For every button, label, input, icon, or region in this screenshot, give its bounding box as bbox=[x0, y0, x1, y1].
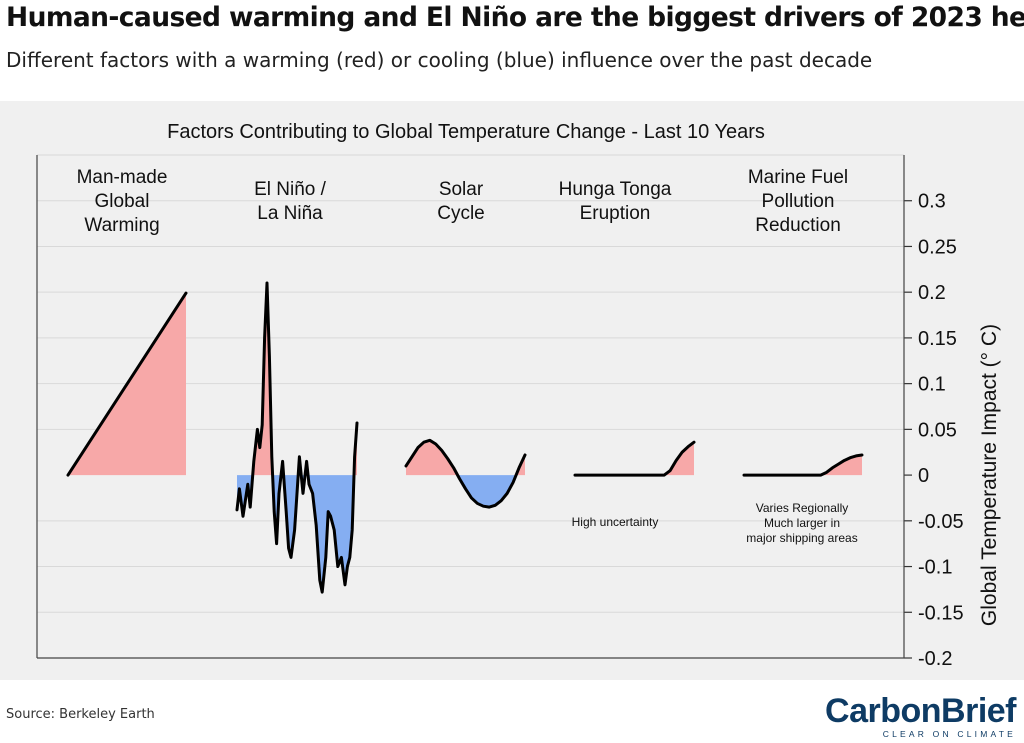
y-tick-label: 0.05 bbox=[918, 419, 957, 441]
solar-cycle-line bbox=[404, 438, 527, 509]
y-tick-label: -0.1 bbox=[918, 557, 952, 579]
y-tick-label: -0.15 bbox=[918, 602, 964, 624]
page-title: Human-caused warming and El Niño are the… bbox=[6, 2, 1024, 33]
chart-panel: Factors Contributing to Global Temperatu… bbox=[0, 101, 1024, 680]
solar-cycle-warming-area bbox=[406, 440, 458, 476]
el-ni-o-la-ni-a-label: La Niña bbox=[257, 203, 323, 224]
y-axis-label: Global Temperature Impact (° C) bbox=[978, 324, 1001, 626]
y-tick-label: 0.25 bbox=[918, 236, 957, 258]
hunga-tonga-eruption-annotation: High uncertainty bbox=[572, 515, 659, 529]
page-subtitle: Different factors with a warming (red) o… bbox=[6, 48, 873, 72]
solar-cycle-label: Solar bbox=[439, 179, 484, 200]
source-note: Source: Berkeley Earth bbox=[6, 707, 155, 722]
el-ni-o-la-ni-a-label: El Niño / bbox=[254, 179, 327, 200]
y-tick-label: -0.2 bbox=[918, 648, 952, 670]
hunga-tonga-eruption-label: Eruption bbox=[580, 203, 651, 224]
man-made-global-warming-label: Warming bbox=[84, 215, 159, 236]
el-ni-o-la-ni-a-cooling-area bbox=[283, 475, 299, 558]
hunga-tonga-eruption-label: Hunga Tonga bbox=[559, 179, 672, 200]
chart-title: Factors Contributing to Global Temperatu… bbox=[167, 121, 765, 143]
hunga-tonga-eruption-warming-area bbox=[575, 442, 694, 476]
brand-logo: CarbonBrief CLEAR ON CLIMATE bbox=[825, 693, 1016, 739]
y-tick-label: 0.2 bbox=[918, 282, 946, 304]
marine-fuel-pollution-reduction-warming-area bbox=[744, 454, 862, 476]
marine-fuel-pollution-reduction-label: Reduction bbox=[755, 215, 841, 236]
y-tick-label: 0.15 bbox=[918, 328, 957, 350]
marine-fuel-pollution-reduction-annotation: major shipping areas bbox=[746, 531, 857, 545]
y-tick-label: 0.3 bbox=[918, 191, 946, 213]
solar-cycle-label: Cycle bbox=[437, 203, 485, 224]
brand-tagline: CLEAR ON CLIMATE bbox=[882, 729, 1016, 739]
marine-fuel-pollution-reduction-line bbox=[742, 453, 864, 477]
chart-text: Factors Contributing to Global Temperatu… bbox=[77, 121, 1001, 670]
el-ni-o-la-ni-a-line bbox=[235, 281, 359, 594]
marine-fuel-pollution-reduction-annotation: Much larger in bbox=[764, 516, 840, 530]
man-made-global-warming-line bbox=[66, 291, 188, 477]
man-made-global-warming-label: Man-made bbox=[77, 167, 168, 188]
axes bbox=[36, 155, 912, 659]
series-lines bbox=[66, 281, 864, 594]
y-tick-label: 0 bbox=[918, 465, 929, 487]
hunga-tonga-eruption-line bbox=[573, 440, 696, 477]
marine-fuel-pollution-reduction-label: Marine Fuel bbox=[748, 167, 848, 188]
y-tick-label: -0.05 bbox=[918, 511, 964, 533]
man-made-global-warming-label: Global bbox=[95, 191, 150, 212]
marine-fuel-pollution-reduction-annotation: Varies Regionally bbox=[756, 501, 849, 515]
area-fills bbox=[68, 283, 862, 593]
y-tick-label: 0.1 bbox=[918, 374, 946, 396]
chart: Factors Contributing to Global Temperatu… bbox=[36, 121, 1001, 670]
brand-name: CarbonBrief bbox=[825, 692, 1016, 730]
marine-fuel-pollution-reduction-label: Pollution bbox=[762, 191, 835, 212]
